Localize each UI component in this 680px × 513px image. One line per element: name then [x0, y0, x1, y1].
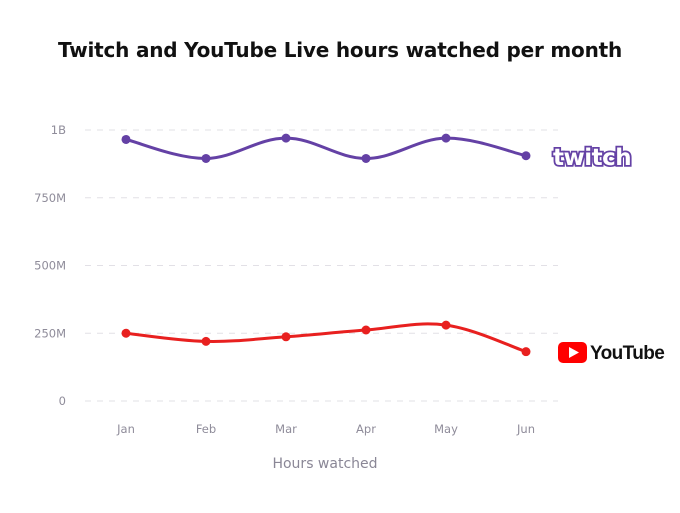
y-tick-label: 1B — [51, 123, 66, 137]
x-tick-label: Apr — [356, 422, 376, 436]
data-point — [361, 153, 371, 163]
data-point — [201, 153, 211, 163]
y-tick-label: 750M — [34, 191, 66, 205]
chart-title: Twitch and YouTube Live hours watched pe… — [57, 38, 623, 62]
x-axis-title: Hours watched — [272, 456, 378, 472]
x-tick-label: Mar — [275, 422, 297, 436]
data-point — [281, 133, 291, 143]
series-layer — [121, 133, 531, 357]
series-line — [124, 322, 528, 354]
grid — [85, 129, 558, 402]
data-point — [121, 134, 131, 144]
x-tick-label: Feb — [196, 422, 216, 436]
x-tick-label: Jan — [116, 422, 135, 436]
twitch-logo: twitch — [551, 143, 633, 173]
y-tick-label: 250M — [34, 326, 66, 340]
series-line — [124, 136, 528, 160]
data-point — [441, 320, 451, 330]
youtube-logo: YouTube — [558, 342, 665, 364]
youtube-logo-text: YouTube — [590, 343, 664, 364]
series-youtube — [121, 320, 531, 357]
data-point — [201, 336, 211, 346]
y-axis: 0 250M 500M 750M 1B — [34, 123, 66, 408]
twitch-logo-text: twitch — [553, 145, 631, 171]
y-tick-label: 500M — [34, 259, 66, 273]
x-tick-label: May — [434, 422, 458, 436]
data-point — [361, 325, 371, 335]
data-point — [121, 328, 131, 338]
x-axis: Jan Feb Mar Apr May Jun — [116, 422, 535, 436]
series-twitch — [121, 133, 531, 163]
data-point — [521, 151, 531, 161]
data-point — [441, 133, 451, 143]
x-tick-label: Jun — [516, 422, 535, 436]
data-point — [281, 332, 291, 342]
play-triangle-icon — [569, 347, 579, 358]
data-point — [521, 347, 531, 357]
y-tick-label: 0 — [59, 394, 66, 408]
